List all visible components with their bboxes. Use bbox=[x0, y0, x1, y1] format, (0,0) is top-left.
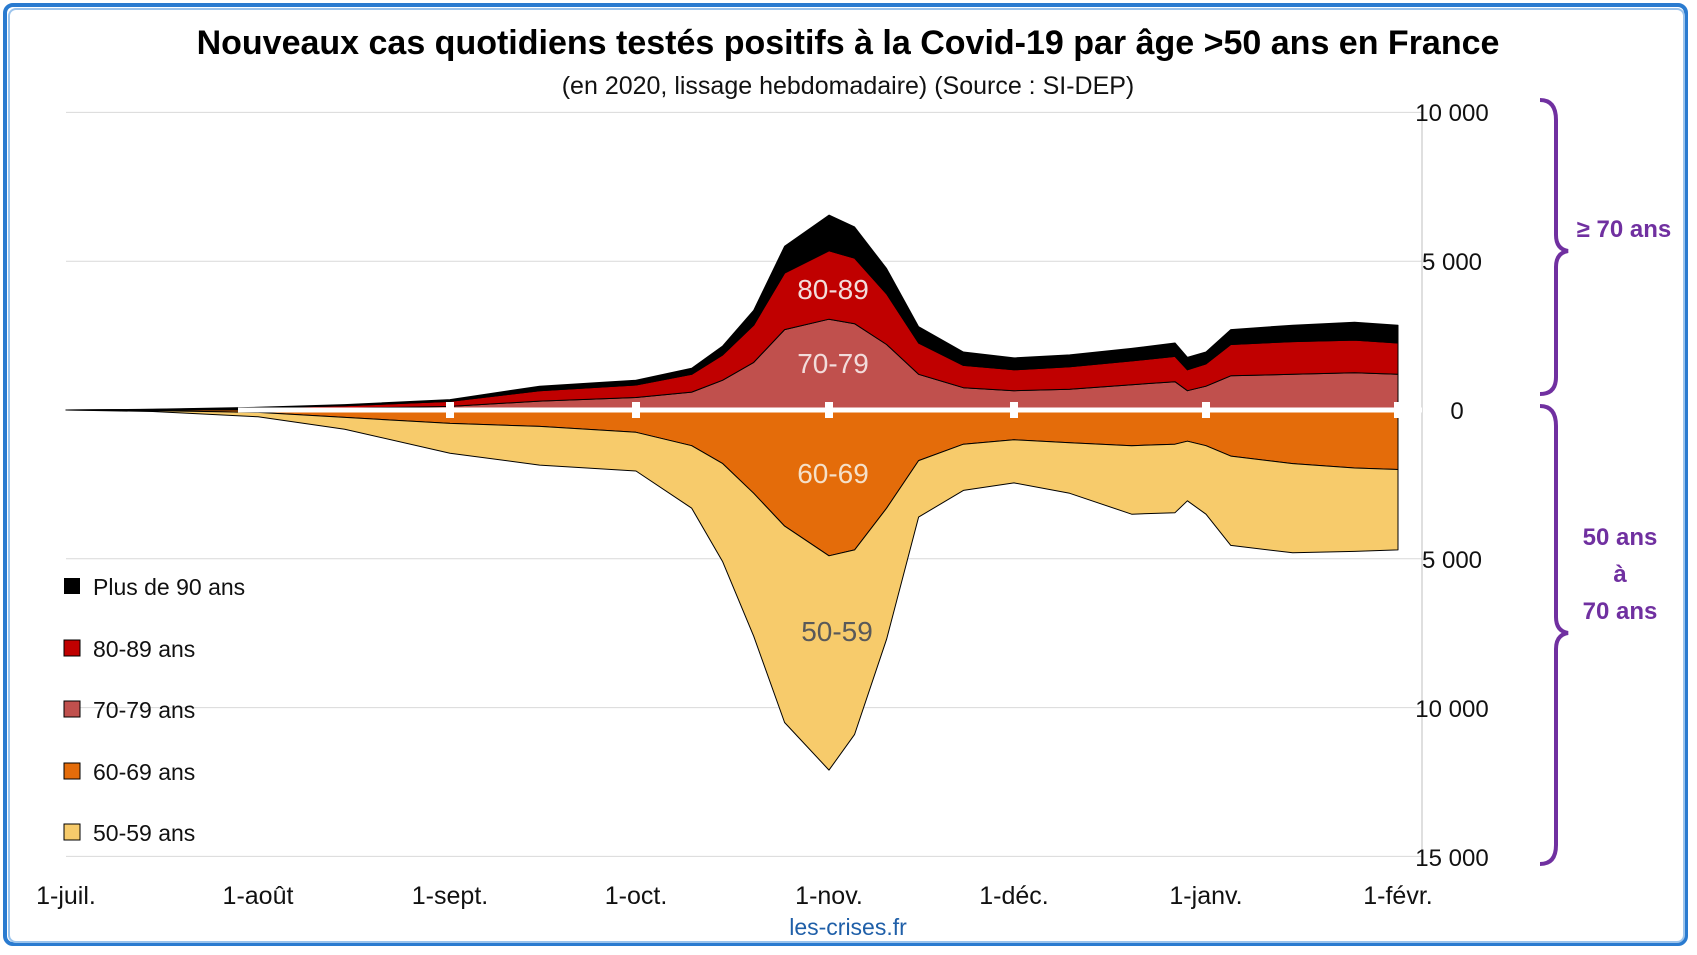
area-upper-series-2 bbox=[65, 214, 1399, 411]
legend-label: Plus de 90 ans bbox=[93, 574, 245, 600]
x-axis-tick bbox=[446, 402, 454, 418]
x-tick-label: 1-janv. bbox=[1169, 882, 1242, 910]
x-tick-label: 1-août bbox=[223, 882, 294, 910]
band-label-70-79: 70-79 bbox=[797, 348, 869, 379]
y-tick-label: 5 000 bbox=[1422, 249, 1482, 276]
band-label-50-59: 50-59 bbox=[801, 616, 873, 647]
area-lower-series-1 bbox=[65, 409, 1399, 771]
legend-label: 50-59 ans bbox=[93, 820, 195, 846]
legend: Plus de 90 ans 80-89 ans 70-79 ans 60-69… bbox=[63, 574, 245, 846]
legend-swatch-70-79 bbox=[63, 700, 81, 718]
band-labels: 80-89 70-79 60-69 50-59 bbox=[797, 274, 873, 647]
x-axis-tick bbox=[632, 402, 640, 418]
legend-label: 60-69 ans bbox=[93, 759, 195, 785]
y-tick-label: 15 000 bbox=[1415, 845, 1488, 872]
x-axis-tick bbox=[1202, 402, 1210, 418]
band-label-80-89: 80-89 bbox=[797, 274, 869, 305]
y-tick-label: 5 000 bbox=[1422, 547, 1482, 574]
lower-bracket bbox=[1539, 404, 1569, 866]
lower-bracket-label-line1: 50 ans bbox=[1583, 524, 1658, 551]
legend-label: 70-79 ans bbox=[93, 697, 195, 723]
x-axis bbox=[238, 402, 1422, 418]
legend-swatch-50-59 bbox=[63, 823, 81, 841]
legend-label: 80-89 ans bbox=[93, 636, 195, 662]
chart-frame-inner bbox=[8, 8, 1685, 943]
x-tick-label: 1-oct. bbox=[605, 882, 668, 910]
legend-swatch-80-89 bbox=[63, 639, 81, 657]
plot-areas bbox=[65, 214, 1399, 771]
x-axis-tick bbox=[1010, 402, 1018, 418]
y-tick-label: 0 bbox=[1450, 398, 1463, 425]
upper-bracket bbox=[1539, 98, 1569, 396]
x-axis-tick bbox=[825, 402, 833, 418]
chart-subtitle: (en 2020, lissage hebdomadaire) (Source … bbox=[562, 72, 1135, 100]
age-brackets: ≥ 70 ans 50 ans à 70 ans bbox=[1539, 98, 1672, 866]
y-tick-label: 10 000 bbox=[1415, 100, 1488, 127]
band-label-60-69: 60-69 bbox=[797, 458, 869, 489]
source-label: les-crises.fr bbox=[789, 914, 907, 940]
legend-swatch-90plus bbox=[64, 578, 80, 594]
lower-bracket-label-line3: 70 ans bbox=[1583, 598, 1658, 625]
legend-swatch-60-69 bbox=[63, 762, 81, 780]
upper-bracket-label: ≥ 70 ans bbox=[1577, 216, 1672, 243]
chart-title: Nouveaux cas quotidiens testés positifs … bbox=[197, 24, 1500, 62]
y-tick-label: 10 000 bbox=[1415, 696, 1488, 723]
x-tick-labels: 1-juil. 1-août 1-sept. 1-oct. 1-nov. 1-d… bbox=[36, 882, 1433, 910]
x-tick-label: 1-nov. bbox=[795, 882, 863, 910]
x-tick-label: 1-juil. bbox=[36, 882, 96, 910]
lower-bracket-label-line2: à bbox=[1613, 561, 1627, 588]
x-axis-tick bbox=[1394, 402, 1402, 418]
x-tick-label: 1-sept. bbox=[412, 882, 488, 910]
y-tick-labels: 10 000 5 000 0 5 000 10 000 15 000 bbox=[1415, 100, 1488, 872]
x-tick-label: 1-déc. bbox=[979, 882, 1048, 910]
x-tick-label: 1-févr. bbox=[1363, 882, 1432, 910]
